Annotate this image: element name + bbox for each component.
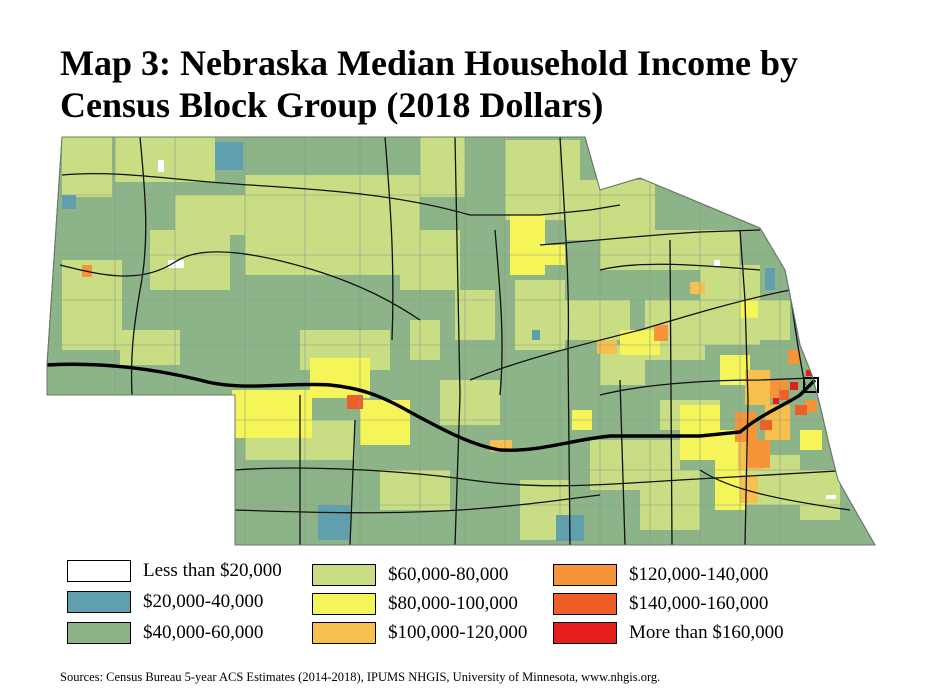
county-boundaries <box>47 137 875 545</box>
state-outline <box>46 136 876 546</box>
omaha-metro-marker <box>803 377 819 393</box>
interstate-80 <box>46 362 817 452</box>
map-title: Map 3: Nebraska Median Household Income … <box>60 43 799 125</box>
highway-network <box>59 137 856 545</box>
source-note: Sources: Census Bureau 5-year ACS Estima… <box>60 670 661 684</box>
